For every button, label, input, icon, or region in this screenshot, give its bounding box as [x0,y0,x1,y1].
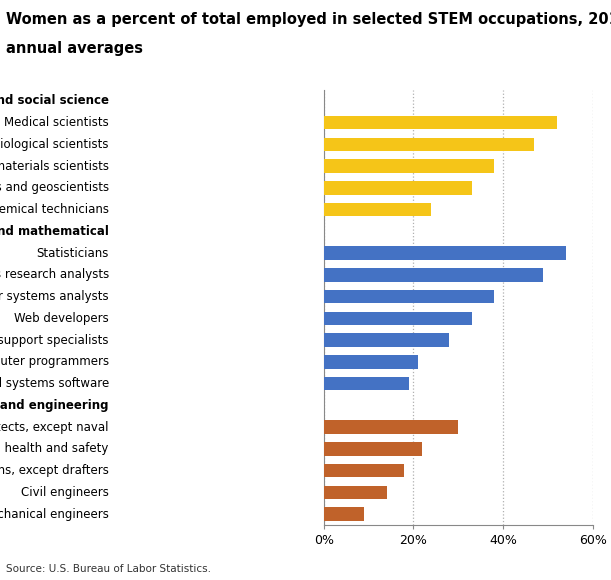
Bar [324,160,494,173]
Bar [324,203,431,216]
Text: Software developers, applications and systems software: Software developers, applications and sy… [0,377,109,390]
Text: Operations research analysts: Operations research analysts [0,269,109,281]
Text: Civil engineers: Civil engineers [21,486,109,499]
Bar [324,508,364,521]
Text: Biological scientists: Biological scientists [0,138,109,151]
Text: Industrial engineers, including health and safety: Industrial engineers, including health a… [0,443,109,455]
Text: Statisticians: Statisticians [37,246,109,259]
Text: Architecture and engineering: Architecture and engineering [0,399,109,412]
Bar [324,464,404,477]
Text: Web developers: Web developers [14,312,109,325]
Bar [324,137,535,151]
Bar [324,246,566,260]
Bar [324,355,418,368]
Bar [324,181,472,194]
Bar [324,311,472,325]
Bar [324,485,387,499]
Text: Source: U.S. Bureau of Labor Statistics.: Source: U.S. Bureau of Labor Statistics. [6,564,211,574]
Text: Medical scientists: Medical scientists [4,116,109,129]
Text: Women as a percent of total employed in selected STEM occupations, 2018: Women as a percent of total employed in … [6,12,611,27]
Text: Architects, except naval: Architects, except naval [0,420,109,433]
Text: Computer systems analysts: Computer systems analysts [0,290,109,303]
Bar [324,420,458,434]
Text: annual averages: annual averages [6,41,143,56]
Bar [324,116,557,129]
Text: Chemical technicians: Chemical technicians [0,203,109,216]
Text: Environmental scientists and geoscientists: Environmental scientists and geoscientis… [0,182,109,194]
Bar [324,442,422,455]
Text: Computer programmers: Computer programmers [0,356,109,368]
Text: Computer and mathematical: Computer and mathematical [0,225,109,238]
Bar [324,268,543,281]
Text: Mechanical engineers: Mechanical engineers [0,508,109,520]
Text: Computer support specialists: Computer support specialists [0,334,109,346]
Bar [324,290,494,303]
Text: Chemists and materials scientists: Chemists and materials scientists [0,160,109,172]
Text: Life, physical, and social science: Life, physical, and social science [0,95,109,107]
Text: Engineering technicians, except drafters: Engineering technicians, except drafters [0,464,109,477]
Bar [324,377,409,390]
Bar [324,334,449,347]
